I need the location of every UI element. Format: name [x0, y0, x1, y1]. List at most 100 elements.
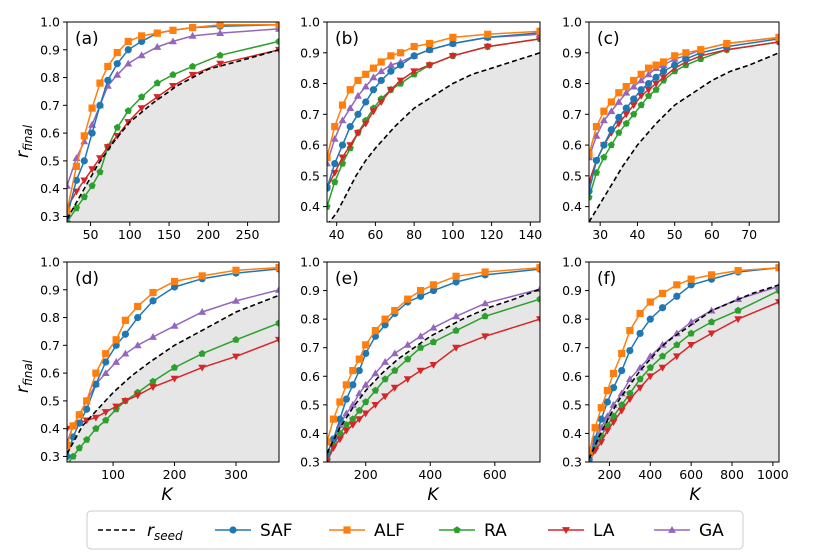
x-axis-label-e: K — [427, 485, 440, 505]
data-point-ra — [626, 389, 634, 397]
data-point-ra — [659, 352, 667, 360]
data-point-ra — [355, 406, 363, 414]
data-point-ra — [417, 343, 425, 351]
data-point-ra — [645, 92, 653, 99]
y-tick-label: 0.3 — [300, 455, 320, 470]
data-point-saf — [426, 46, 434, 54]
data-point-alf — [609, 369, 618, 378]
data-point-alf — [600, 107, 608, 115]
data-point-alf — [449, 33, 457, 41]
data-point-la — [603, 427, 612, 435]
data-point-ga — [338, 116, 347, 124]
data-point-alf — [169, 26, 177, 34]
data-point-ra — [646, 363, 654, 371]
y-tick-label: 0.4 — [300, 426, 320, 441]
series-alf — [327, 27, 540, 161]
y-tick-label: 0.6 — [300, 138, 320, 153]
series-la — [327, 316, 540, 462]
legend-label: LA — [593, 521, 615, 541]
y-tick-label: 0.8 — [40, 310, 60, 325]
data-point-saf — [429, 286, 438, 295]
x-tick-label: 70 — [741, 227, 757, 242]
data-point-saf — [416, 292, 425, 300]
data-point-alf — [615, 89, 623, 97]
data-point-ga — [658, 340, 667, 348]
data-point-alf — [137, 32, 146, 40]
x-tick-label: 1000 — [757, 467, 789, 482]
data-point-ra — [169, 71, 177, 78]
data-point-la — [354, 129, 362, 137]
data-point-ra — [327, 202, 331, 210]
series-line-saf — [327, 268, 540, 454]
data-point-saf — [134, 313, 142, 322]
x-tick-label: 200 — [354, 467, 378, 482]
data-point-alf — [658, 289, 667, 298]
data-point-saf — [362, 98, 370, 106]
data-point-ra — [734, 306, 742, 314]
data-point-alf — [673, 281, 681, 289]
data-point-ga — [348, 400, 357, 408]
panel-b: 40 60 80 100 120 140 0.4 0.5 0.6 0.7 0.8 0.9 1.0 (b) — [300, 15, 542, 243]
series-alf — [589, 33, 779, 158]
data-point-la — [381, 393, 390, 401]
data-point-ga — [644, 70, 653, 78]
data-point-saf — [449, 39, 457, 48]
data-point-saf — [80, 157, 88, 165]
data-point-la — [448, 53, 457, 60]
data-point-alf — [153, 29, 161, 37]
data-point-alf — [342, 381, 350, 389]
data-point-saf — [104, 76, 112, 84]
data-point-alf — [591, 424, 599, 432]
data-point-la — [481, 333, 490, 341]
panel-f: 200 400 600 800 1000 0.3 0.4 0.5 0.6 0.7 0.8 0.9 1.0… — [562, 255, 789, 483]
data-point-saf — [615, 113, 623, 121]
data-point-alf — [775, 33, 779, 41]
x-tick-label: 50 — [83, 227, 99, 242]
legend-marker — [343, 526, 351, 534]
data-point-la — [335, 436, 344, 444]
data-point-ra — [600, 153, 608, 161]
x-tick-label: 100 — [441, 227, 465, 242]
data-point-la — [625, 396, 634, 404]
data-point-ra — [687, 329, 695, 337]
y-tick-label: 0.6 — [562, 369, 582, 384]
data-point-ga — [625, 375, 634, 382]
y-tick-label: 0.8 — [40, 70, 60, 85]
data-point-ga — [403, 340, 412, 348]
data-point-ra — [69, 452, 77, 460]
data-point-ra — [349, 415, 357, 423]
legend-label: ALF — [374, 521, 405, 541]
axes-frame — [588, 261, 780, 463]
data-point-ra — [607, 141, 615, 149]
data-point-la — [637, 93, 646, 100]
data-point-alf — [607, 98, 615, 106]
data-point-alf — [189, 23, 197, 32]
data-point-ga — [169, 37, 177, 45]
data-point-la — [403, 376, 412, 384]
panel-c: 30 40 50 60 70 0.4 0.5 0.6 0.7 0.8 0.9 1.0 (c) — [562, 15, 780, 242]
data-point-saf — [75, 419, 83, 427]
data-point-ga — [603, 412, 612, 420]
data-point-saf — [410, 52, 418, 60]
data-point-saf — [592, 156, 601, 165]
data-point-la — [483, 43, 492, 51]
y-tick-label: 0.5 — [300, 397, 320, 412]
data-point-saf — [626, 346, 634, 355]
series-line-seed — [328, 52, 540, 222]
data-point-la — [124, 119, 133, 126]
data-point-alf — [597, 404, 605, 412]
seed-fill-area — [589, 52, 779, 222]
y-axis-label-bottom: rfinal — [13, 359, 35, 393]
data-point-ga — [354, 91, 362, 99]
data-point-alf — [362, 70, 370, 78]
y-label-sub: final — [21, 359, 35, 386]
data-point-ga — [188, 31, 197, 39]
data-point-saf — [113, 60, 121, 68]
seed-fill-area — [327, 52, 540, 222]
data-point-saf — [112, 341, 120, 349]
data-point-alf — [69, 422, 77, 430]
y-tick-label: 0.4 — [562, 199, 582, 214]
data-point-ga — [361, 82, 370, 90]
data-point-ga — [416, 332, 425, 340]
data-point-la — [348, 422, 357, 429]
